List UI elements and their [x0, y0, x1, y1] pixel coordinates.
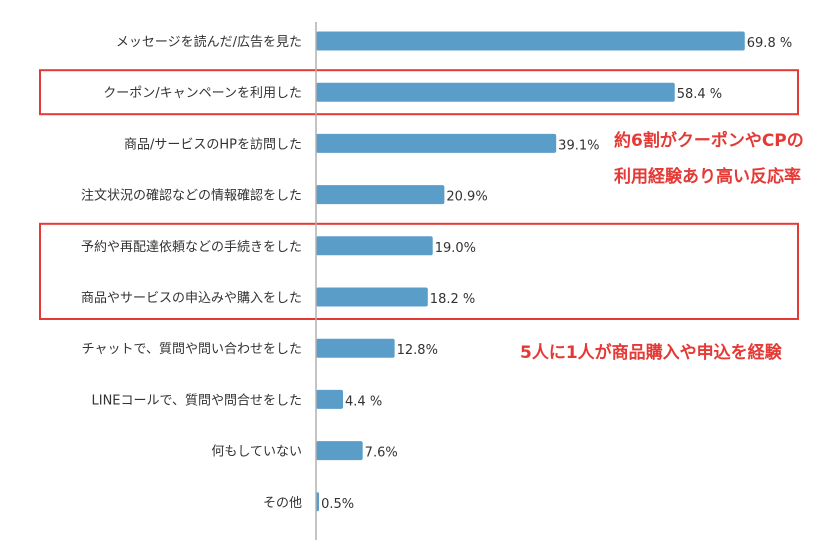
bar [316, 133, 557, 153]
value-label: 69.8 % [747, 36, 792, 51]
value-label: 18.2 % [430, 292, 475, 307]
highlight-box [39, 222, 799, 320]
annotation-text: 約6割がクーポンやCPの [614, 130, 804, 151]
category-label: 予約や再配達依頼などの手続きをした [81, 240, 302, 255]
category-label: 商品やサービスの申込みや購入をした [81, 291, 302, 306]
bar [316, 236, 433, 256]
bar [316, 82, 675, 102]
bar [316, 441, 363, 461]
bar [316, 389, 344, 409]
value-label: 4.4 % [345, 394, 382, 409]
category-label: 何もしていない [211, 444, 302, 460]
category-label: 注文状況の確認などの情報確認をした [81, 188, 302, 204]
category-label: 商品/サービスのHPを訪問した [124, 136, 302, 152]
annotation-text: 5人に1人が商品購入や申込を経験 [520, 342, 783, 363]
value-label: 20.9% [446, 190, 487, 205]
category-label: チャットで、質問や問い合わせをした [82, 342, 302, 357]
category-label: LINEコールで、質問や問合せをした [92, 393, 303, 408]
bar [316, 287, 428, 307]
value-label: 7.6% [365, 446, 398, 461]
bar [316, 492, 320, 512]
value-label: 58.4 % [677, 87, 722, 102]
category-label: クーポン/キャンペーンを利用した [103, 86, 302, 101]
annotation-text: 利用経験あり高い反応率 [614, 166, 801, 187]
value-label: 19.0% [435, 241, 476, 256]
category-label: その他 [263, 496, 302, 511]
highlight-box [39, 69, 799, 116]
bar [316, 338, 395, 358]
value-label: 12.8% [397, 343, 438, 358]
bar [316, 31, 745, 51]
value-label: 39.1% [558, 138, 599, 153]
category-label: メッセージを読んだ/広告を見た [116, 34, 302, 50]
bar [316, 185, 445, 205]
value-label: 0.5% [321, 497, 354, 512]
